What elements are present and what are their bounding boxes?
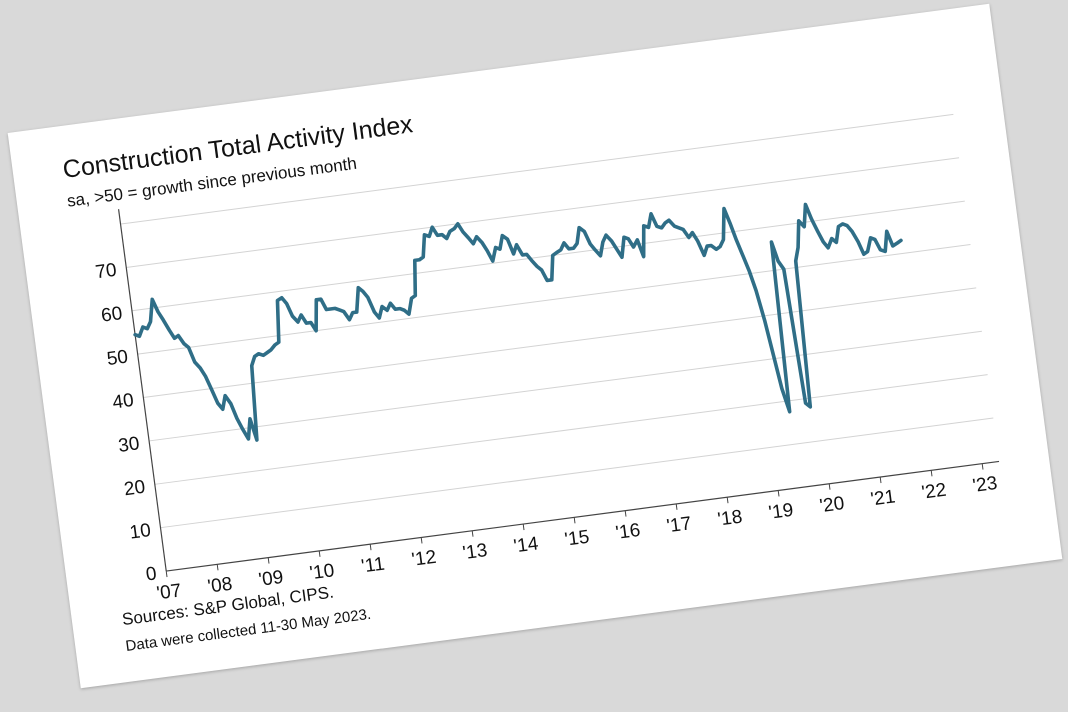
x-tick-mark — [216, 564, 219, 571]
x-tick-mark — [318, 550, 321, 557]
x-tick-mark — [726, 497, 729, 504]
x-tick-label: '23 — [971, 473, 998, 497]
line-chart: 0 10 20 30 40 50 60 70 '07 '08 '09 '10 '11 '12 '13 '14… — [94, 113, 1000, 604]
series-line — [133, 202, 903, 442]
x-tick-label: '17 — [665, 513, 692, 537]
y-axis-line — [117, 209, 167, 572]
y-tick-label: 30 — [117, 433, 141, 457]
gridline — [137, 244, 971, 355]
x-tick-label: '11 — [360, 554, 386, 578]
x-tick-mark — [777, 490, 780, 497]
y-tick-label: 40 — [111, 390, 135, 414]
gridline — [126, 157, 960, 268]
x-tick-label: '09 — [257, 567, 284, 591]
x-tick-label: '22 — [920, 480, 947, 504]
y-axis-ticks: 0 10 20 30 40 50 60 70 — [94, 260, 158, 586]
x-tick-mark — [522, 523, 525, 531]
y-tick-label: 50 — [106, 347, 130, 371]
chart-card: Construction Total Activity Index sa, >5… — [7, 3, 1063, 689]
y-tick-label: 10 — [128, 520, 152, 544]
x-tick-mark — [930, 470, 933, 477]
x-tick-label: '08 — [206, 574, 233, 598]
y-tick-label: 60 — [100, 303, 124, 327]
series-group — [133, 202, 903, 442]
x-axis-line — [166, 460, 1000, 572]
x-tick-mark — [624, 510, 627, 517]
x-tick-label: '15 — [563, 527, 590, 551]
gridline — [160, 417, 994, 529]
x-axis-ticks: '07 '08 '09 '10 '11 '12 '13 '14 '15 '16 '17 '18 '19 '… — [155, 463, 999, 604]
x-tick-label: '20 — [818, 493, 845, 517]
y-tick-label: 70 — [94, 260, 118, 284]
x-tick-mark — [471, 530, 474, 537]
x-tick-label: '10 — [308, 560, 335, 584]
x-tick-label: '21 — [869, 486, 896, 510]
y-tick-label: 20 — [123, 477, 147, 501]
x-tick-mark — [369, 544, 372, 551]
gridlines — [120, 113, 994, 529]
x-tick-label: '07 — [155, 580, 182, 604]
y-tick-label: 0 — [145, 563, 158, 585]
gridline — [120, 113, 954, 225]
axes — [117, 209, 1000, 572]
x-tick-mark — [675, 503, 678, 510]
gridline — [154, 374, 988, 485]
x-tick-label: '16 — [614, 520, 641, 544]
x-tick-label: '13 — [461, 540, 488, 564]
x-tick-mark — [828, 483, 831, 490]
x-tick-label: '19 — [767, 500, 794, 524]
x-tick-label: '12 — [410, 547, 437, 571]
x-tick-mark — [267, 557, 270, 564]
x-tick-label: '14 — [512, 533, 540, 557]
x-tick-mark — [420, 537, 423, 544]
x-tick-mark — [165, 570, 168, 578]
x-tick-mark — [879, 476, 882, 484]
x-tick-mark — [981, 463, 984, 470]
gridline — [131, 200, 965, 312]
gridline — [149, 330, 982, 442]
x-tick-mark — [573, 517, 576, 524]
gridline — [143, 287, 977, 399]
x-tick-label: '18 — [716, 506, 743, 530]
